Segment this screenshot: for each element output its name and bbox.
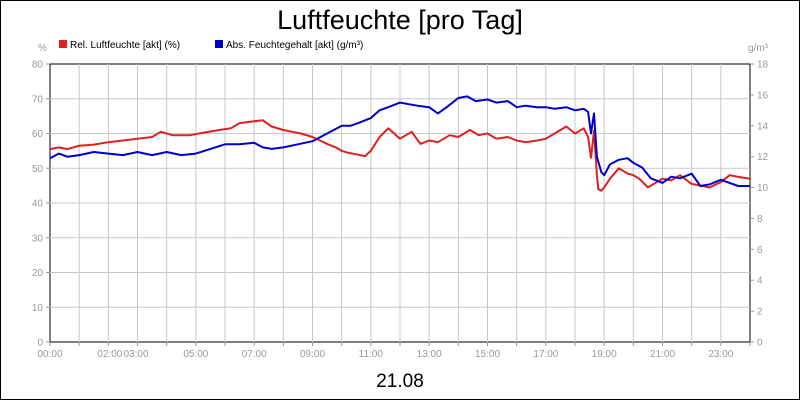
y-right-tick-label: 12 xyxy=(757,152,769,163)
series-line-rel-humidity xyxy=(49,119,751,192)
x-tick-label: 05:00 xyxy=(183,349,208,360)
y-right-tick-label: 8 xyxy=(757,214,763,225)
series-line-abs-humidity xyxy=(49,95,750,187)
y-left-tick-label: 50 xyxy=(32,164,44,175)
y-right-tick-label: 18 xyxy=(757,60,769,71)
x-tick-label: 07:00 xyxy=(242,349,267,360)
y-left-tick-label: 0 xyxy=(37,338,43,349)
x-tick-label: 03:00 xyxy=(124,349,149,360)
y-left-tick-label: 20 xyxy=(32,268,44,279)
x-tick-label: 15:00 xyxy=(475,349,500,360)
legend: Rel. Luftfeuchte [akt] (%) Abs. Feuchteg… xyxy=(59,40,363,51)
grid xyxy=(50,64,750,342)
x-tick-label: 00:00 xyxy=(37,349,62,360)
legend-swatch-abs-humidity xyxy=(215,40,223,48)
legend-swatch-rel-humidity xyxy=(59,40,67,48)
x-tick-label: 21:00 xyxy=(650,349,675,360)
y-right-unit: g/m³ xyxy=(748,43,769,54)
y-right-tick-label: 14 xyxy=(757,121,769,132)
chart-title: Luftfeuchte [pro Tag] xyxy=(277,5,523,35)
y-right-tick-label: 10 xyxy=(757,183,769,194)
y-right-tick-label: 0 xyxy=(757,338,763,349)
x-tick-label: 11:00 xyxy=(359,349,384,360)
y-right-tick-label: 6 xyxy=(757,245,763,256)
y-right-tick-label: 2 xyxy=(757,307,763,318)
y-left-tick-label: 30 xyxy=(32,233,44,244)
y-right-tick-label: 16 xyxy=(757,90,769,101)
series-lines xyxy=(49,95,751,192)
legend-label-rel-humidity: Rel. Luftfeuchte [akt] (%) xyxy=(70,40,180,51)
x-tick-label: 19:00 xyxy=(592,349,617,360)
x-tick-label: 02:00 xyxy=(97,349,122,360)
y-left-tick-label: 10 xyxy=(32,303,44,314)
y-left-tick-label: 80 xyxy=(32,60,44,71)
x-tick-label: 23:00 xyxy=(708,349,733,360)
x-tick-label: 09:00 xyxy=(300,349,325,360)
y-right-axis: 0 2 4 6 8 10 12 14 16 18 xyxy=(750,60,769,349)
y-left-tick-label: 70 xyxy=(32,94,44,105)
y-left-unit: % xyxy=(38,43,47,54)
x-axis: 00:00 02:00 03:00 05:00 07:00 09:00 11:00 13:00… xyxy=(37,342,751,360)
x-tick-label: 17:00 xyxy=(533,349,558,360)
legend-label-abs-humidity: Abs. Feuchtegehalt [akt] (g/m³) xyxy=(226,40,363,51)
x-tick-label: 13:00 xyxy=(417,349,442,360)
y-left-tick-label: 40 xyxy=(32,199,44,210)
y-left-tick-label: 60 xyxy=(32,129,44,140)
date-label: 21.08 xyxy=(376,371,424,392)
y-right-tick-label: 4 xyxy=(757,276,763,287)
y-left-axis: 0 10 20 30 40 50 60 70 80 xyxy=(32,60,50,349)
